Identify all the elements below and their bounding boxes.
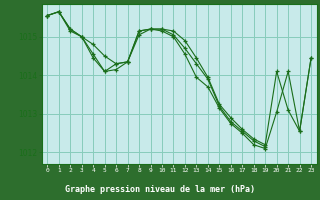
Text: Graphe pression niveau de la mer (hPa): Graphe pression niveau de la mer (hPa) [65,186,255,194]
